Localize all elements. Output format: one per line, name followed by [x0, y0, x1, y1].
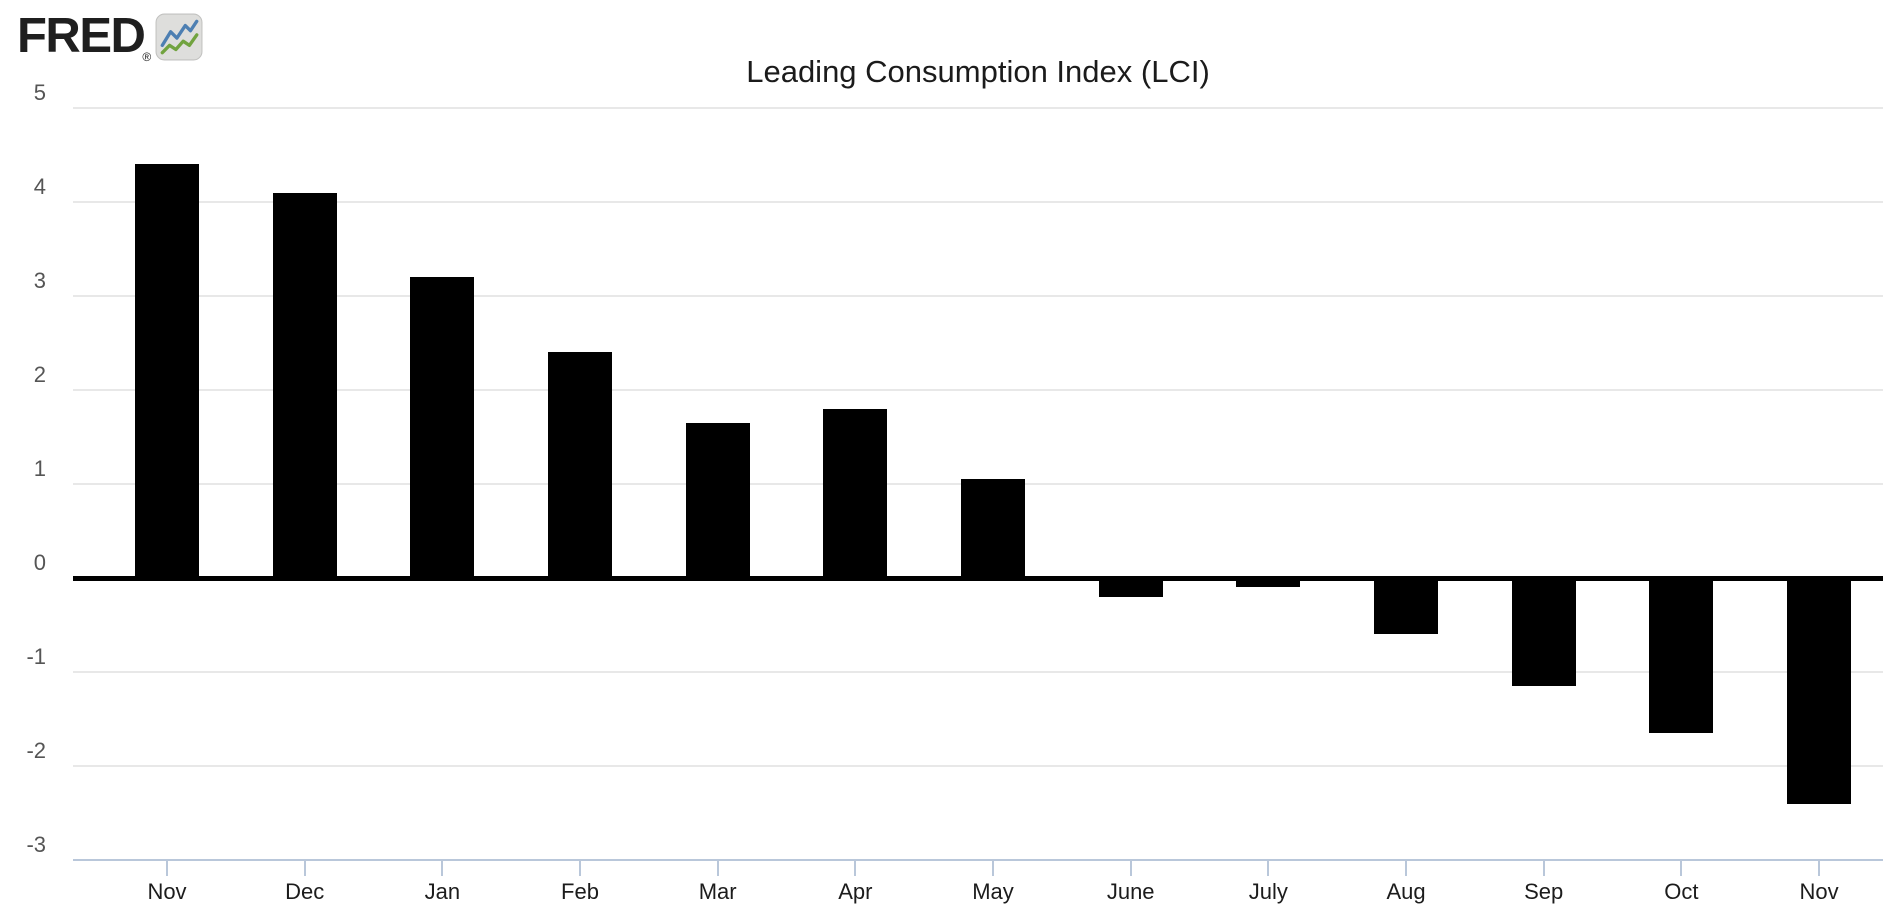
y-tick-label-1: 1 [33, 456, 46, 481]
x-tick-12 [1818, 860, 1821, 876]
x-tick-4 [716, 860, 719, 876]
chart-title: Leading Consumption Index (LCI) [746, 54, 1210, 89]
registered-trademark-symbol: ® [142, 50, 152, 64]
y-tick-label-4: 4 [33, 174, 46, 199]
x-tick-label-3: Feb [561, 879, 599, 904]
x-tick-11 [1680, 860, 1683, 876]
fred-logo-text: FRED [17, 9, 146, 63]
bar-jan-2 [410, 277, 475, 578]
bar-aug-9 [1374, 578, 1439, 635]
y-tick-label-0: 0 [33, 550, 46, 575]
gridline-y-3 [73, 295, 1883, 297]
x-tick-label-2: Jan [424, 879, 461, 904]
bar-feb-3 [548, 352, 612, 578]
x-tick-1 [303, 860, 306, 876]
x-tick-label-8: July [1248, 879, 1288, 904]
gridline-y-2 [73, 389, 1883, 391]
bar-sep-10 [1511, 578, 1576, 687]
x-tick-2 [441, 860, 444, 876]
bar-july-8 [1236, 578, 1301, 588]
bar-nov-0 [135, 164, 199, 578]
y-tick-label-2: 2 [33, 362, 46, 387]
y-tick-label-3: 3 [33, 268, 46, 293]
gridline-y-5 [73, 107, 1883, 109]
y-tick-label--3: -3 [26, 832, 46, 857]
zero-line [73, 576, 1883, 581]
bar-dec-1 [272, 192, 337, 578]
x-tick-0 [166, 860, 168, 876]
x-tick-label-0: Nov [147, 879, 187, 904]
bar-oct-11 [1649, 578, 1714, 734]
x-tick-3 [579, 860, 581, 876]
x-tick-label-11: Oct [1664, 879, 1699, 904]
fred-logo[interactable]: FRED ® [17, 12, 203, 66]
x-tick-6 [992, 860, 995, 876]
x-tick-label-5: Apr [838, 879, 873, 904]
bar-may-6 [961, 479, 1026, 578]
gridline-y--1 [73, 671, 1883, 673]
plot-area [73, 107, 1883, 876]
bar-apr-5 [823, 408, 888, 578]
x-tick-8 [1267, 860, 1270, 876]
x-axis-line [73, 859, 1883, 861]
bar-mar-4 [685, 422, 750, 578]
gridline-y-4 [73, 201, 1883, 203]
y-tick-label--1: -1 [26, 644, 46, 669]
x-tick-7 [1129, 860, 1132, 876]
x-tick-label-10: Sep [1524, 879, 1564, 904]
x-tick-label-7: June [1106, 879, 1155, 904]
x-tick-label-12: Nov [1799, 879, 1839, 904]
gridline-y--2 [73, 765, 1883, 767]
bar-nov-12 [1787, 578, 1852, 804]
x-tick-9 [1405, 860, 1408, 876]
bar-june-7 [1098, 578, 1163, 597]
x-tick-5 [854, 860, 857, 876]
x-tick-label-1: Dec [285, 879, 325, 904]
x-tick-10 [1542, 860, 1545, 876]
x-tick-label-6: May [972, 879, 1014, 904]
x-tick-label-9: Aug [1386, 879, 1426, 904]
y-tick-label--2: -2 [26, 738, 46, 763]
fred-logo-chart-icon [155, 13, 203, 66]
y-tick-label-5: 5 [33, 80, 46, 105]
x-tick-label-4: Mar [698, 879, 737, 904]
